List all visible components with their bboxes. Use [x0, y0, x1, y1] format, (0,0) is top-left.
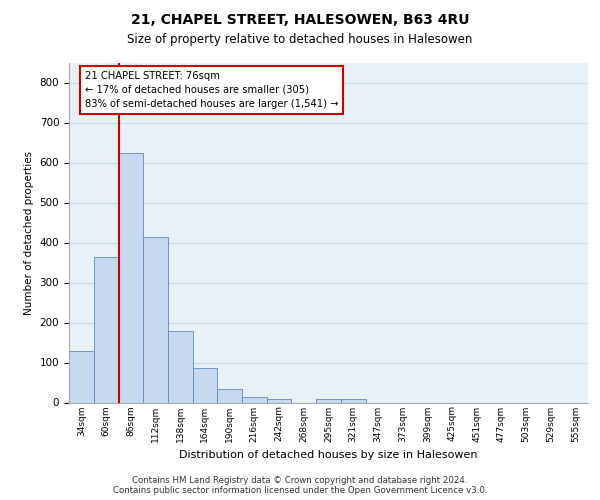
Bar [267, 398, 292, 402]
Bar [118, 152, 143, 402]
Text: Size of property relative to detached houses in Halesowen: Size of property relative to detached ho… [127, 32, 473, 46]
X-axis label: Distribution of detached houses by size in Halesowen: Distribution of detached houses by size … [179, 450, 478, 460]
Bar [341, 398, 365, 402]
Text: Contains HM Land Registry data © Crown copyright and database right 2024.: Contains HM Land Registry data © Crown c… [132, 476, 468, 485]
Text: 21, CHAPEL STREET, HALESOWEN, B63 4RU: 21, CHAPEL STREET, HALESOWEN, B63 4RU [131, 12, 469, 26]
Text: 21 CHAPEL STREET: 76sqm
← 17% of detached houses are smaller (305)
83% of semi-d: 21 CHAPEL STREET: 76sqm ← 17% of detache… [85, 71, 338, 109]
Bar [94, 256, 118, 402]
Bar [316, 398, 341, 402]
Bar [69, 350, 94, 403]
Text: Contains public sector information licensed under the Open Government Licence v3: Contains public sector information licen… [113, 486, 487, 495]
Bar [242, 396, 267, 402]
Y-axis label: Number of detached properties: Number of detached properties [24, 150, 34, 314]
Bar [193, 368, 217, 402]
Bar [143, 236, 168, 402]
Bar [168, 332, 193, 402]
Bar [217, 388, 242, 402]
